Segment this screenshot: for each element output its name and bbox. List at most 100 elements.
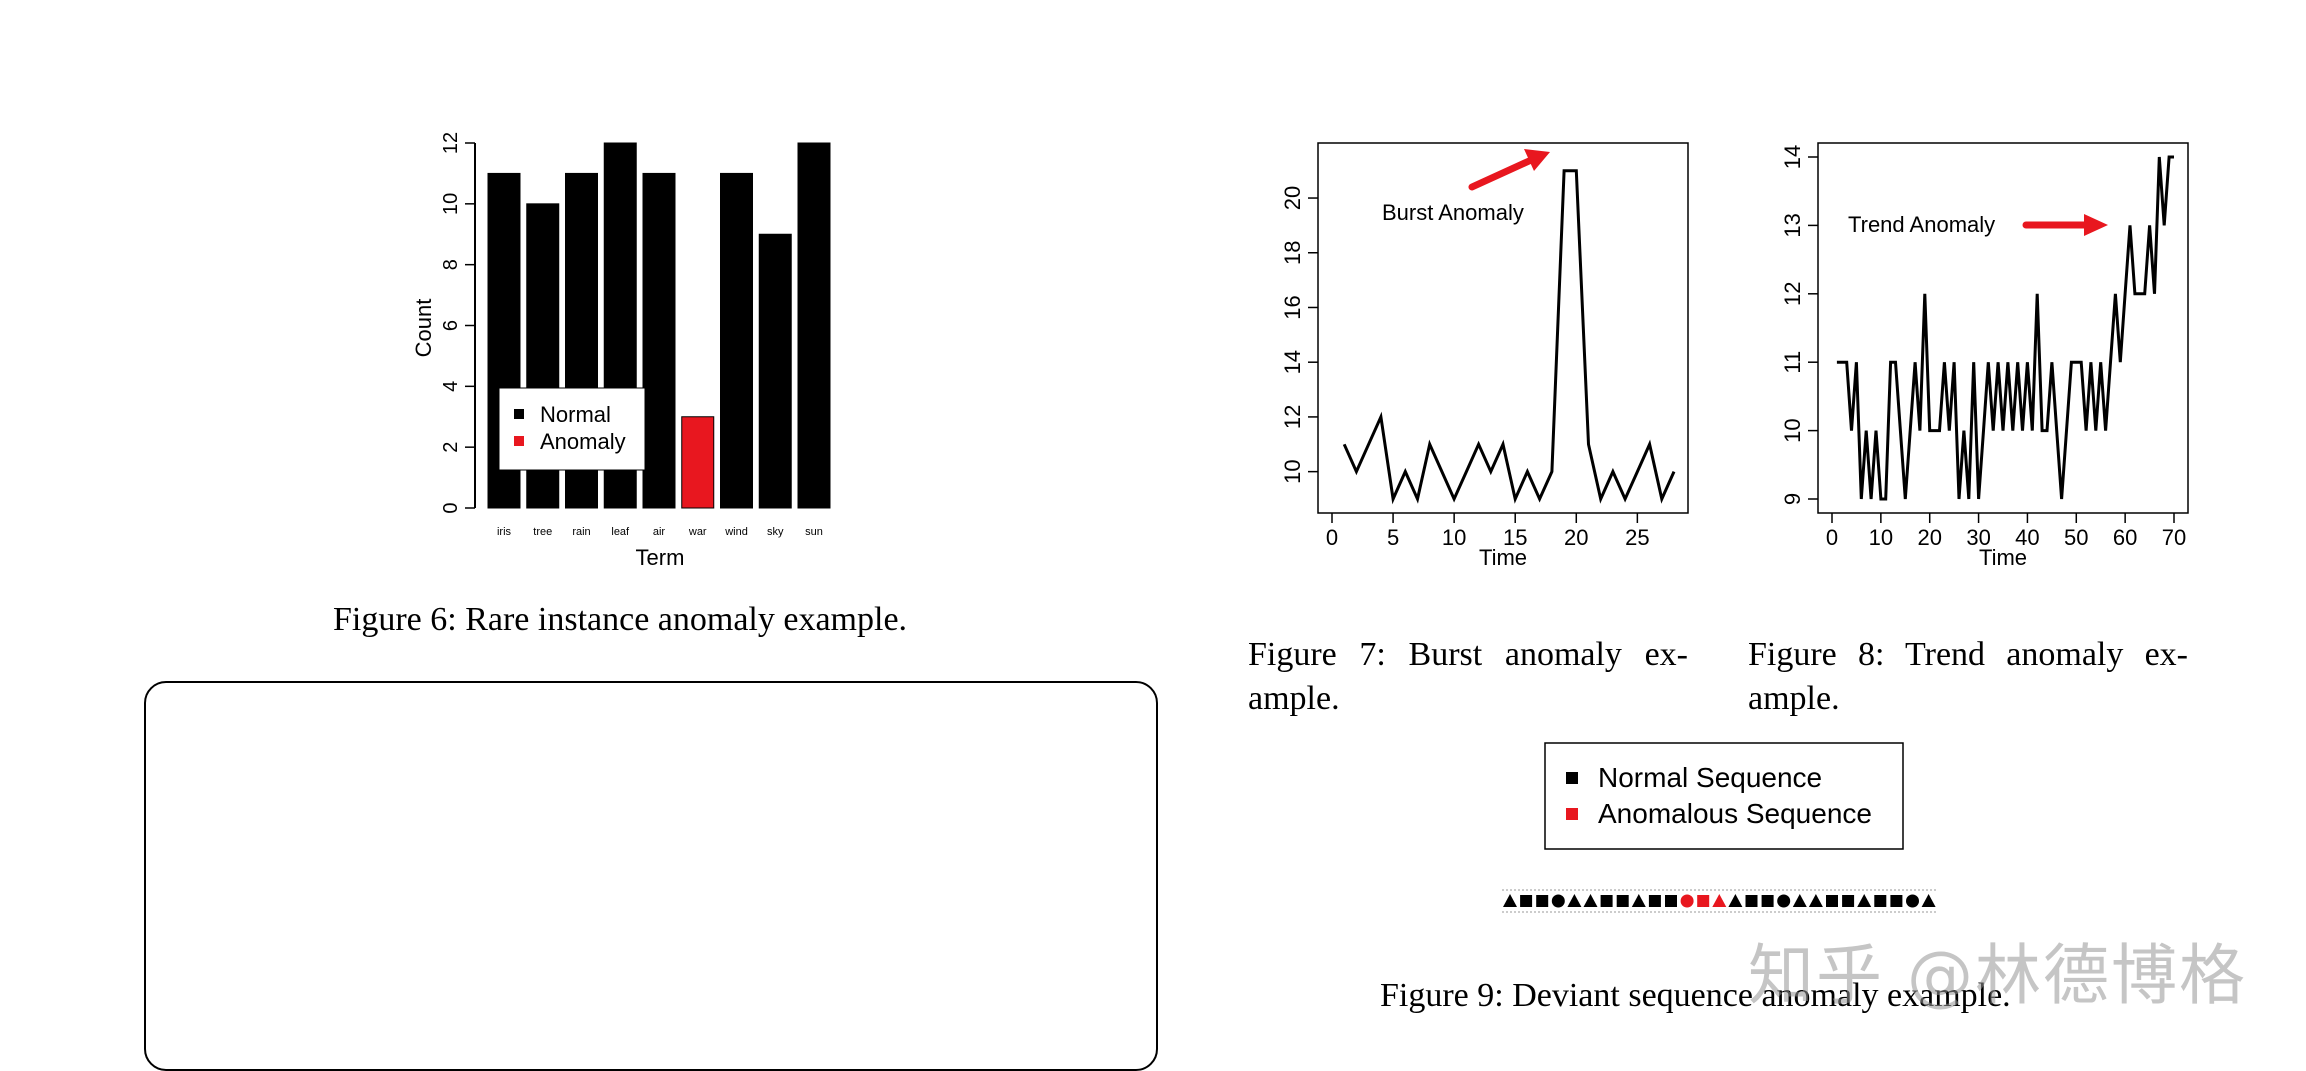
- fig6-legend-box: [498, 387, 646, 471]
- fig6-legend-normal-swatch: [514, 409, 524, 419]
- fig9-seq-square: [1665, 895, 1677, 907]
- fig7-y-tick-label: 10: [1280, 459, 1305, 483]
- fig8-y-tick-label: 13: [1780, 213, 1805, 237]
- fig6-y-tick-label: 6: [440, 320, 462, 331]
- fig6-x-tick-label: sky: [767, 526, 784, 538]
- fig7-y-tick-label: 16: [1280, 295, 1305, 319]
- fig6-x-tick-label: iris: [497, 526, 512, 538]
- fig6-legend-anomaly-label: Anomaly: [540, 429, 626, 454]
- fig6-bar-air: [642, 172, 676, 509]
- fig9-seq-square: [1648, 895, 1661, 907]
- fig7-y-tick-label: 12: [1280, 405, 1305, 429]
- fig7-x-tick-label: 0: [1326, 525, 1338, 550]
- fig7-annotation-arrowhead: [1524, 149, 1550, 171]
- figure6-bar-chart: Count 0 2 4 6 8 10 12 iris tree rain leaf air war wi…: [411, 132, 831, 570]
- fig8-annotation-label: Trend Anomaly: [1848, 212, 1995, 237]
- figure6-caption: Figure 6: Rare instance anomaly example.: [333, 601, 908, 638]
- fig6-bar-war: [681, 416, 715, 509]
- fig9-seq-square: [1890, 895, 1903, 907]
- fig6-y-tick-label: 10: [440, 193, 462, 215]
- fig6-x-tick-label: leaf: [611, 526, 630, 538]
- fig8-x-tick-label: 30: [1966, 525, 1990, 550]
- fig9-seq-triangle: [1728, 894, 1743, 907]
- figure9-legend: Normal Sequence Anomalous Sequence: [1544, 742, 1904, 850]
- fig7-y-tick-label: 14: [1280, 350, 1305, 374]
- fig9-legend-normal-label: Normal Sequence: [1598, 762, 1822, 793]
- fig7-y-ticks: 10 12 14 16 18 20: [1280, 186, 1318, 484]
- fig9-seq-square: [1745, 895, 1758, 907]
- fig9-seq-circle-anomalous: [1680, 894, 1694, 908]
- fig8-y-tick-label: 11: [1780, 351, 1805, 374]
- fig8-x-tick-label: 60: [2113, 525, 2137, 550]
- fig6-y-tick-label: 2: [440, 442, 462, 453]
- fig8-y-tick-label: 9: [1780, 493, 1805, 505]
- fig9-seq-triangle-anomalous: [1712, 894, 1727, 907]
- fig8-annotation-arrowhead: [2084, 214, 2108, 236]
- fig6-legend: Normal Anomaly: [498, 387, 646, 471]
- figure8-line-chart: 9 10 11 12 13 14 0 10 20 30 40 50 60 70 Trend Anomal…: [1780, 142, 2189, 570]
- figure8-caption-line2: ample.: [1748, 680, 1840, 717]
- fig8-x-tick-label: 50: [2064, 525, 2088, 550]
- fig8-x-tick-label: 0: [1826, 525, 1838, 550]
- fig9-legend-box: [1544, 742, 1904, 850]
- fig6-ylabel: Count: [411, 299, 436, 358]
- fig8-y-ticks: 9 10 11 12 13 14: [1780, 145, 1818, 505]
- fig9-seq-square: [1761, 895, 1774, 907]
- fig9-seq-square: [1616, 895, 1629, 907]
- fig9-seq-triangle: [1808, 894, 1823, 907]
- fig6-legend-anomaly-swatch: [514, 436, 524, 446]
- fig7-plot-frame: [1317, 142, 1689, 514]
- fig9-seq-circle: [1777, 894, 1791, 908]
- fig6-xlabel: Term: [636, 545, 685, 570]
- figure8-caption-line1: Figure 8: Trend anomaly ex-: [1748, 636, 2188, 673]
- fig7-x-tick-label: 5: [1387, 525, 1399, 550]
- fig9-seq-square: [1536, 895, 1549, 907]
- fig7-x-tick-label: 25: [1625, 525, 1649, 550]
- figure7-caption-line1: Figure 7: Burst anomaly ex-: [1248, 636, 1688, 673]
- fig7-xlabel: Time: [1479, 545, 1527, 570]
- fig6-x-tick-label: sun: [805, 526, 823, 538]
- fig9-seq-triangle: [1857, 894, 1872, 907]
- fig7-x-tick-label: 15: [1503, 525, 1527, 550]
- fig9-seq-triangle: [1503, 894, 1517, 907]
- fig7-x-tick-label: 20: [1564, 525, 1588, 550]
- fig6-legend-normal-label: Normal: [540, 402, 611, 427]
- fig8-y-tick-label: 14: [1780, 145, 1805, 169]
- fig9-seq-square-anomalous: [1697, 895, 1710, 907]
- fig9-seq-square: [1826, 895, 1838, 907]
- fig6-x-tick-label: war: [688, 526, 707, 538]
- fig9-seq-triangle: [1792, 894, 1807, 907]
- fig9-seq-circle: [1551, 894, 1565, 908]
- fig6-y-tick-label: 8: [440, 259, 462, 270]
- fig7-y-tick-label: 18: [1280, 241, 1305, 265]
- fig9-seq-square: [1520, 895, 1533, 907]
- fig9-legend-anomalous-label: Anomalous Sequence: [1598, 798, 1872, 829]
- fig7-x-ticks: 0 5 10 15 20 25: [1326, 513, 1650, 550]
- figure9-caption: Figure 9: Deviant sequence anomaly examp…: [1380, 977, 2011, 1014]
- fig9-seq-square: [1874, 895, 1887, 907]
- fig8-x-tick-label: 70: [2162, 525, 2186, 550]
- empty-figure-frame: [144, 681, 1158, 1071]
- fig9-legend-normal-swatch: [1566, 772, 1578, 784]
- fig6-y-ticks: 0 2 4 6 8 10 12: [440, 132, 475, 514]
- fig8-xlabel: Time: [1979, 545, 2027, 570]
- fig7-y-tick-label: 20: [1280, 186, 1305, 210]
- fig9-seq-triangle: [1921, 894, 1936, 907]
- fig7-x-tick-label: 10: [1442, 525, 1466, 550]
- fig7-annotation-arrow: [1468, 152, 1544, 191]
- fig8-x-tick-label: 20: [1917, 525, 1941, 550]
- fig8-x-tick-label: 10: [1869, 525, 1893, 550]
- fig9-seq-square: [1600, 895, 1613, 907]
- fig6-y-tick-label: 4: [440, 381, 462, 392]
- fig9-seq-triangle: [1583, 894, 1598, 907]
- fig8-y-tick-label: 10: [1780, 418, 1805, 442]
- fig6-x-tick-label: rain: [572, 526, 590, 538]
- fig6-x-tick-label: wind: [724, 526, 748, 538]
- fig9-seq-triangle: [1567, 894, 1582, 907]
- fig8-x-tick-label: 40: [2015, 525, 2039, 550]
- fig6-bar-wind: [720, 172, 753, 509]
- fig9-legend-anomalous-swatch: [1566, 808, 1578, 820]
- figure9-sequence: [1502, 889, 1938, 913]
- fig9-seq-triangle: [1631, 894, 1646, 907]
- fig6-y-tick-label: 0: [440, 502, 462, 513]
